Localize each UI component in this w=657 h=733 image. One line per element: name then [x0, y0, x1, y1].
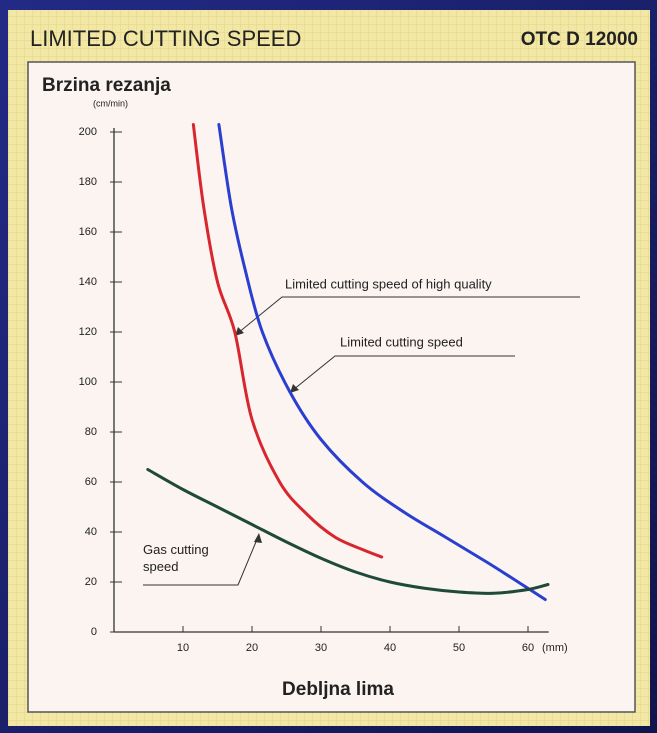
annotation-leaders	[143, 296, 580, 586]
series-line	[191, 123, 384, 559]
x-axis-unit: (mm)	[542, 642, 568, 654]
plot-panel	[27, 61, 636, 713]
y-tick-label: 60	[85, 476, 97, 488]
series-label: Limited cutting speed of high quality	[285, 276, 492, 291]
chart-title: LIMITED CUTTING SPEED	[30, 26, 301, 51]
series-line	[146, 468, 550, 595]
series-line	[217, 123, 547, 601]
y-tick-label: 160	[79, 226, 97, 238]
x-tick-label: 20	[246, 642, 258, 654]
x-tick-label: 10	[177, 642, 189, 654]
x-tick-label: 40	[384, 642, 396, 654]
y-tick-label: 180	[79, 176, 97, 188]
y-tick-label: 0	[91, 626, 97, 638]
x-tick-label: 50	[453, 642, 465, 654]
y-axis-title: Brzina rezanja	[42, 75, 171, 96]
x-axis-title: Debljna lima	[282, 679, 394, 700]
y-tick-label: 40	[85, 526, 97, 538]
y-tick-label: 20	[85, 576, 97, 588]
series-label: Limited cutting speed	[340, 334, 463, 349]
y-tick-label: 80	[85, 426, 97, 438]
y-tick-label: 140	[79, 276, 97, 288]
series-label: Gas cutting speed	[143, 542, 209, 574]
x-tick-label: 60	[522, 642, 534, 654]
y-tick-label: 120	[79, 326, 97, 338]
y-tick-label: 100	[79, 376, 97, 388]
annotation-arrows	[235, 327, 299, 543]
y-axis-unit: (cm/min)	[93, 98, 128, 108]
chart-subtitle: OTC D 12000	[521, 29, 638, 50]
x-tick-label: 30	[315, 642, 327, 654]
y-tick-label: 200	[79, 126, 97, 138]
